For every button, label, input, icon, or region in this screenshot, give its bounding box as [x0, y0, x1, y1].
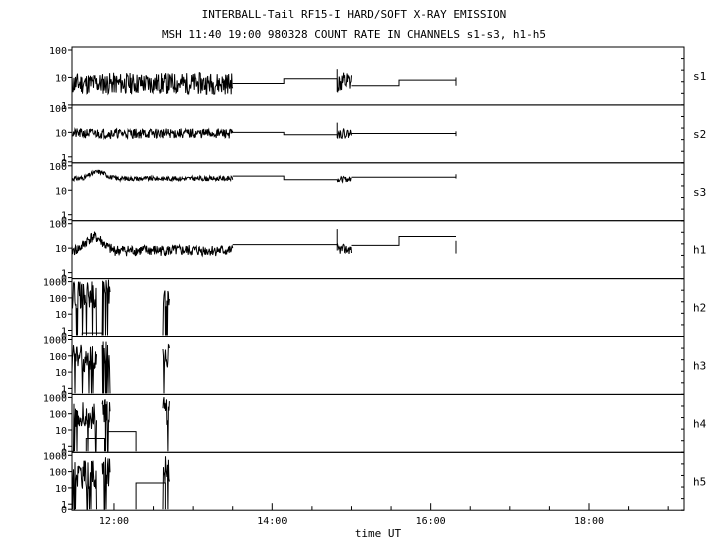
- series-h4-0: [72, 402, 97, 452]
- panel-s1: 100 10 1 s1: [49, 46, 706, 112]
- y-tick-label: 0: [61, 505, 67, 516]
- series-h1-0: [71, 231, 234, 258]
- y-tick-label: 0: [61, 332, 67, 343]
- y-tick-label: 1: [61, 384, 67, 395]
- y-tick-label: 1: [61, 211, 67, 222]
- x-tick-label: 18:00: [574, 516, 604, 527]
- series-h1-3: [336, 243, 352, 255]
- y-tick-label: 100: [49, 352, 67, 363]
- y-tick-label: 10: [55, 426, 67, 437]
- y-tick-label: 100: [49, 294, 67, 305]
- y-tick-label: 100: [49, 468, 67, 479]
- y-tick-label: 1: [61, 101, 67, 112]
- channel-label: s2: [693, 128, 706, 141]
- series-h4-4: [162, 397, 170, 452]
- y-tick-label: 10: [55, 186, 67, 197]
- series-s3-0: [71, 169, 234, 183]
- panel-h5: 1000 100 10 10 h5: [43, 451, 706, 516]
- y-tick-label: 0: [61, 216, 67, 227]
- series-h5-3: [162, 456, 170, 510]
- series-h4-3: [107, 431, 137, 452]
- series-h2-3: [162, 290, 170, 336]
- y-tick-label: 0: [61, 447, 67, 458]
- panels-group: 100101s11001010s21001010s31001010h110001…: [43, 46, 707, 516]
- channel-label: h2: [693, 302, 706, 315]
- series-h5-1: [101, 457, 111, 510]
- channel-label: s1: [693, 70, 706, 83]
- x-axis: 12:00 14:00 16:00 18:00: [73, 503, 669, 527]
- channel-label: h1: [693, 244, 706, 257]
- chart-subtitle: MSH 11:40 19:00 980328 COUNT RATE IN CHA…: [162, 28, 546, 41]
- chart-title: INTERBALL-Tail RF15-I HARD/SOFT X-RAY EM…: [202, 8, 507, 21]
- series-h4-2: [101, 399, 111, 452]
- series-h4-1: [85, 438, 105, 452]
- y-tick-label: 0: [61, 389, 67, 400]
- series-s1-1: [232, 78, 338, 84]
- series-s3-2: [336, 175, 352, 184]
- y-tick-label: 100: [49, 46, 67, 57]
- y-tick-label: 10: [55, 368, 67, 379]
- series-s3-1: [232, 175, 338, 181]
- y-tick-label: 1000: [43, 278, 67, 289]
- channel-label: h4: [693, 417, 707, 430]
- y-tick-label: 10: [55, 310, 67, 321]
- x-tick-label: 12:00: [99, 516, 129, 527]
- panel-h1: 100 10 10 h1: [49, 220, 706, 285]
- y-tick-label: 100: [49, 162, 67, 173]
- panel-h3: 1000 100 10 10 h3: [43, 336, 706, 401]
- series-h2-2: [101, 279, 111, 336]
- y-tick-label: 1000: [43, 336, 67, 347]
- panel-s3: 100 10 10 s3: [49, 162, 706, 227]
- channel-label: h5: [693, 475, 706, 488]
- channel-label: s3: [693, 186, 706, 199]
- y-tick-label: 10: [55, 73, 67, 84]
- series-s2-1: [232, 131, 338, 136]
- series-s2-0: [71, 127, 234, 141]
- series-h1-4: [351, 236, 456, 246]
- series-h2-0: [71, 281, 97, 336]
- y-tick-label: 1: [61, 269, 67, 280]
- y-tick-label: 100: [49, 220, 67, 231]
- x-tick-label: 16:00: [416, 516, 446, 527]
- series-h5-2: [135, 482, 166, 510]
- series-s1-4: [351, 79, 456, 87]
- y-tick-label: 1: [61, 500, 67, 511]
- series-s1-3: [336, 72, 352, 93]
- y-tick-label: 10: [55, 484, 67, 495]
- series-h5-0: [71, 460, 97, 510]
- panel-h4: 1000 100 10 10 h4: [43, 393, 707, 458]
- y-tick-label: 1000: [43, 451, 67, 462]
- y-tick-label: 0: [61, 274, 67, 285]
- series-h3-2: [162, 343, 170, 394]
- channel-label: h3: [693, 359, 706, 372]
- x-tick-label: 14:00: [257, 516, 287, 527]
- y-tick-label: 10: [55, 128, 67, 139]
- series-s1-0: [71, 72, 234, 96]
- y-tick-label: 10: [55, 244, 67, 255]
- series-s2-3: [336, 128, 352, 140]
- y-tick-label: 1: [61, 327, 67, 338]
- series-h3-1: [101, 341, 111, 394]
- panel-h2: 1000 100 10 10 h2: [43, 278, 706, 343]
- x-axis-label: time UT: [355, 527, 402, 540]
- y-tick-label: 1: [61, 153, 67, 164]
- panel-frame: [71, 162, 685, 222]
- y-tick-label: 100: [49, 410, 67, 421]
- y-tick-label: 100: [49, 104, 67, 115]
- y-tick-label: 1000: [43, 393, 67, 404]
- series-h3-0: [71, 344, 97, 394]
- panel-frame: [71, 46, 685, 106]
- y-tick-label: 1: [61, 442, 67, 453]
- y-tick-label: 0: [61, 158, 67, 169]
